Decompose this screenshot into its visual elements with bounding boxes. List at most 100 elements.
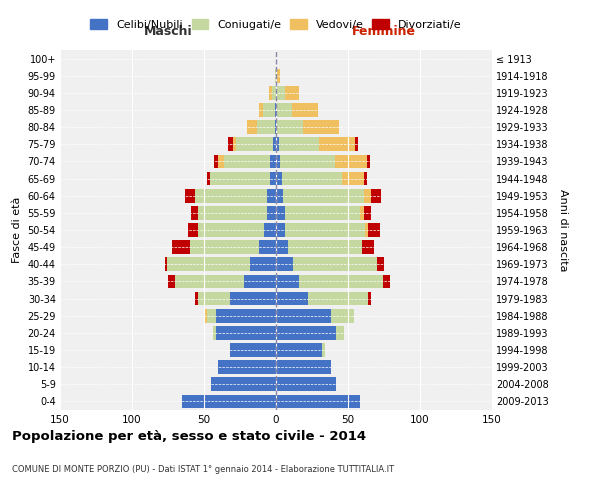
Bar — [275, 69, 276, 82]
Bar — [322, 343, 325, 357]
Bar — [342, 172, 364, 185]
Bar — [365, 223, 368, 237]
Bar — [276, 120, 277, 134]
Bar — [304, 120, 340, 134]
Bar — [269, 86, 272, 100]
Bar — [276, 394, 359, 408]
Bar — [263, 103, 275, 117]
Bar — [165, 258, 167, 271]
Bar — [282, 172, 342, 185]
Bar — [276, 343, 322, 357]
Bar — [172, 240, 190, 254]
Bar — [368, 292, 371, 306]
Bar — [230, 292, 276, 306]
Bar — [276, 240, 287, 254]
Bar — [268, 189, 276, 202]
Bar — [204, 309, 207, 322]
Bar — [259, 240, 276, 254]
Bar — [188, 223, 198, 237]
Bar — [191, 206, 198, 220]
Bar — [196, 292, 198, 306]
Bar — [198, 206, 268, 220]
Bar — [218, 154, 224, 168]
Bar — [377, 258, 384, 271]
Bar — [280, 154, 335, 168]
Bar — [167, 258, 250, 271]
Bar — [331, 309, 354, 322]
Y-axis label: Anni di nascita: Anni di nascita — [559, 188, 568, 271]
Bar — [218, 360, 276, 374]
Bar — [359, 206, 364, 220]
Bar — [276, 138, 279, 151]
Bar — [275, 120, 276, 134]
Bar — [210, 172, 270, 185]
Bar — [273, 138, 276, 151]
Bar — [364, 172, 367, 185]
Bar — [175, 274, 244, 288]
Bar — [224, 154, 270, 168]
Bar — [270, 154, 276, 168]
Legend: Celibi/Nubili, Coniugati/e, Vedovi/e, Divorziati/e: Celibi/Nubili, Coniugati/e, Vedovi/e, Di… — [87, 16, 465, 33]
Bar — [276, 292, 308, 306]
Bar — [275, 103, 276, 117]
Bar — [276, 189, 283, 202]
Bar — [284, 223, 365, 237]
Bar — [276, 52, 277, 66]
Bar — [247, 120, 257, 134]
Bar — [233, 138, 236, 151]
Bar — [211, 378, 276, 391]
Bar — [277, 86, 284, 100]
Bar — [276, 223, 284, 237]
Bar — [212, 326, 215, 340]
Bar — [182, 394, 276, 408]
Bar — [276, 360, 331, 374]
Bar — [236, 138, 273, 151]
Bar — [265, 223, 276, 237]
Bar — [337, 326, 344, 340]
Text: Popolazione per età, sesso e stato civile - 2014: Popolazione per età, sesso e stato civil… — [12, 430, 366, 443]
Bar — [276, 258, 293, 271]
Bar — [383, 274, 390, 288]
Bar — [287, 240, 362, 254]
Bar — [190, 240, 259, 254]
Bar — [364, 189, 371, 202]
Bar — [299, 274, 383, 288]
Text: Femmine: Femmine — [352, 25, 416, 38]
Bar — [364, 206, 371, 220]
Bar — [355, 138, 358, 151]
Bar — [230, 343, 276, 357]
Bar — [277, 103, 292, 117]
Bar — [293, 258, 377, 271]
Bar — [276, 274, 299, 288]
Bar — [308, 292, 368, 306]
Bar — [276, 378, 337, 391]
Bar — [276, 86, 277, 100]
Bar — [362, 240, 374, 254]
Bar — [196, 189, 268, 202]
Bar — [272, 86, 276, 100]
Bar — [259, 103, 263, 117]
Bar — [367, 154, 370, 168]
Bar — [270, 172, 276, 185]
Text: Maschi: Maschi — [143, 25, 193, 38]
Bar — [276, 69, 277, 82]
Bar — [250, 258, 276, 271]
Bar — [168, 274, 175, 288]
Bar — [284, 86, 299, 100]
Bar — [283, 189, 364, 202]
Bar — [244, 274, 276, 288]
Bar — [276, 172, 282, 185]
Bar — [292, 103, 318, 117]
Bar — [215, 309, 276, 322]
Bar — [185, 189, 196, 202]
Bar — [215, 326, 276, 340]
Bar — [284, 206, 359, 220]
Bar — [319, 138, 355, 151]
Bar — [276, 309, 331, 322]
Bar — [276, 154, 280, 168]
Y-axis label: Fasce di età: Fasce di età — [12, 197, 22, 263]
Bar — [268, 206, 276, 220]
Bar — [279, 138, 319, 151]
Text: COMUNE DI MONTE PORZIO (PU) - Dati ISTAT 1° gennaio 2014 - Elaborazione TUTTITAL: COMUNE DI MONTE PORZIO (PU) - Dati ISTAT… — [12, 465, 394, 474]
Bar — [276, 206, 284, 220]
